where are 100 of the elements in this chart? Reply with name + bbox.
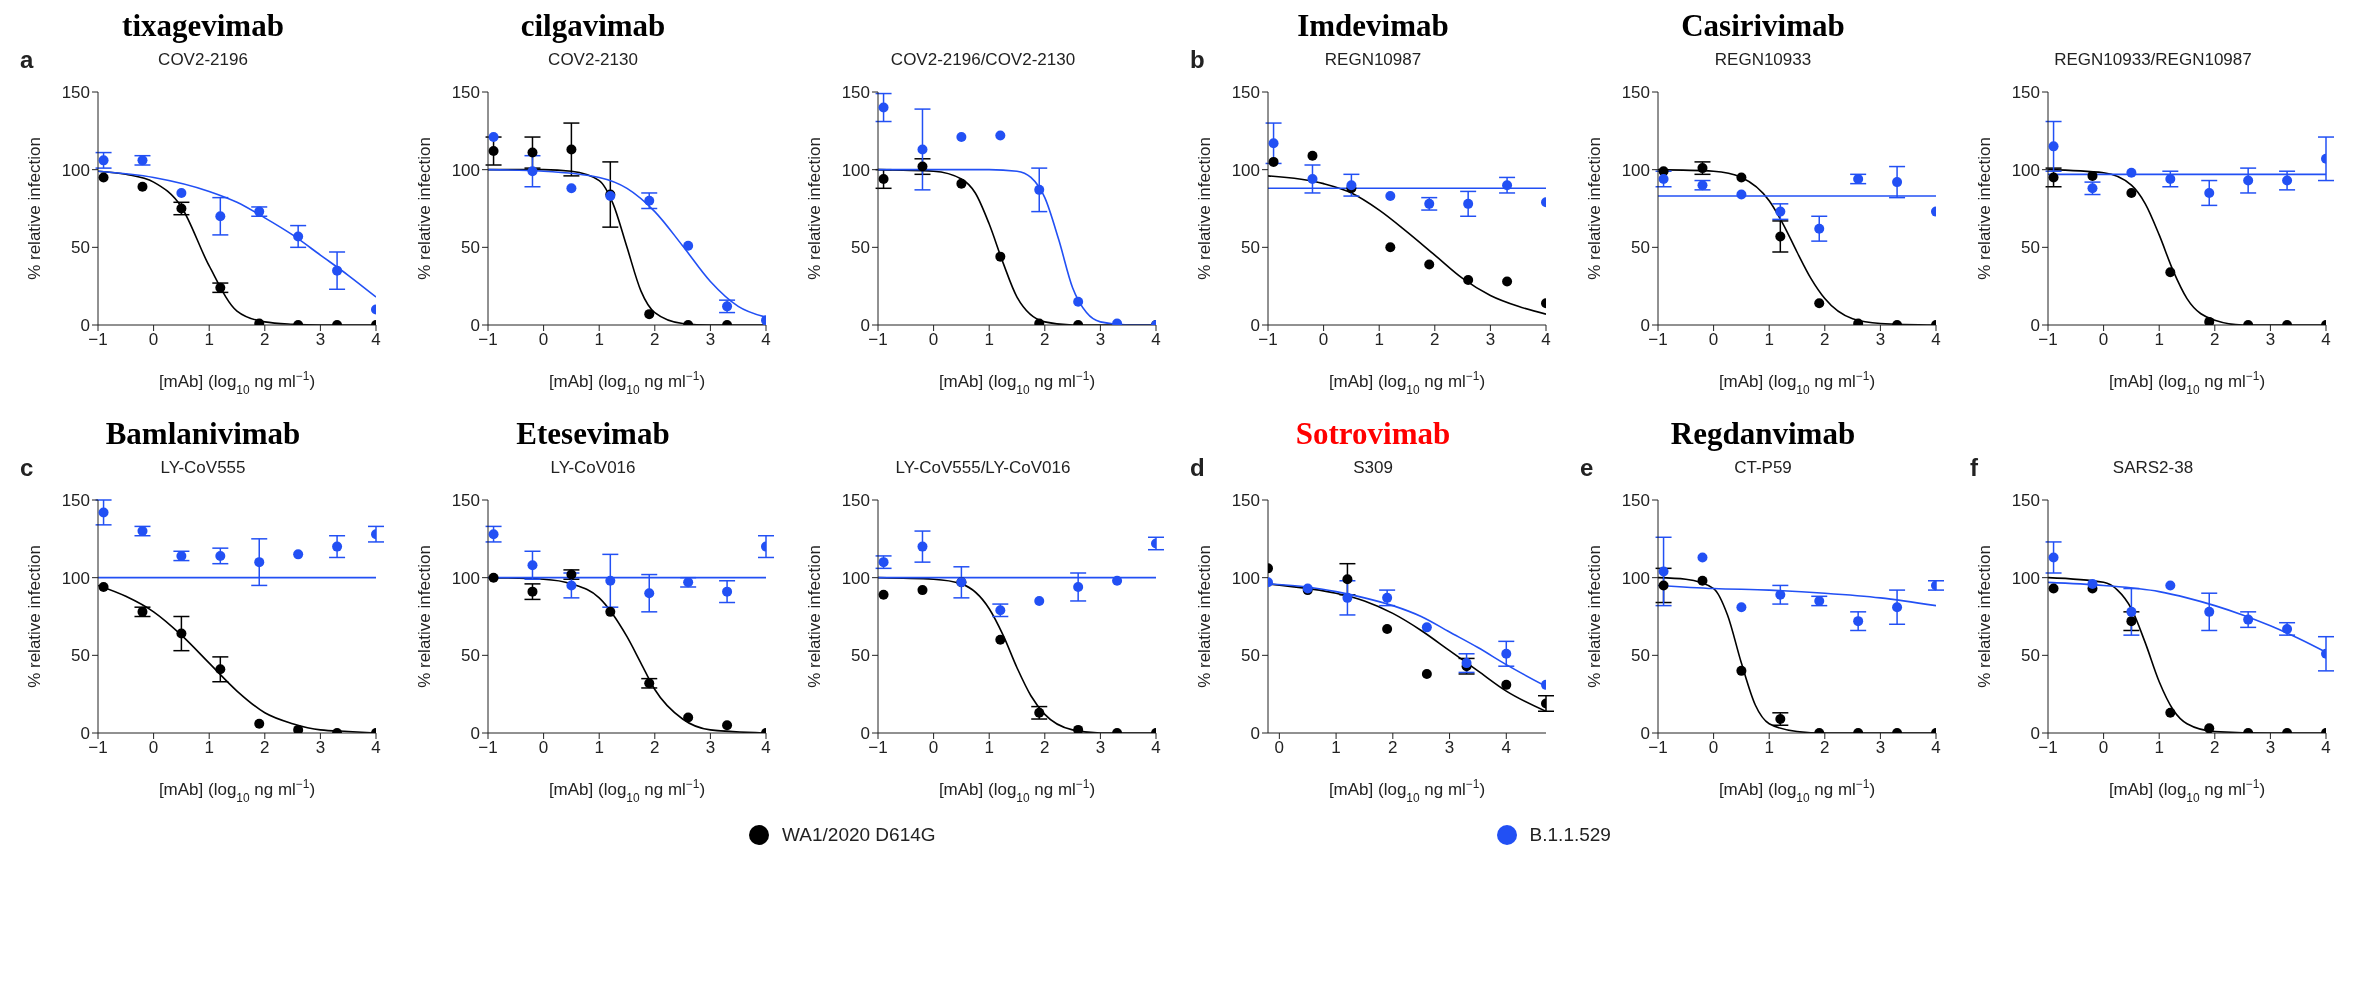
x-tick-label: 3 xyxy=(2265,330,2276,350)
y-tick-label: 150 xyxy=(451,491,480,511)
y-tick-label: 100 xyxy=(1231,568,1260,588)
y-tick-label: 50 xyxy=(2021,646,2040,666)
y-axis-title: % relative infection xyxy=(415,545,434,688)
y-tick-label: 50 xyxy=(461,646,480,666)
text: f xyxy=(1970,454,1978,482)
x-tick-label: 3 xyxy=(705,738,716,758)
x-tick-label: 2 xyxy=(260,738,270,758)
x-tick-label: 1 xyxy=(1331,738,1341,758)
legend-label: WA1/2020 D614G xyxy=(782,824,936,846)
y-tick-label: 100 xyxy=(451,568,480,588)
y-tick-label: 0 xyxy=(470,316,480,336)
y-tick-label: 0 xyxy=(1250,316,1260,336)
chart-title: Regdanvimab xyxy=(1670,416,1856,451)
x-tick-label: 4 xyxy=(1151,738,1161,758)
x-tick-label: 1 xyxy=(594,738,604,758)
y-tick-label: 50 xyxy=(1241,646,1260,666)
y-tick-label: 150 xyxy=(1231,83,1260,103)
x-tick-label: 4 xyxy=(2321,330,2331,350)
chart-subtitle: LY-CoV555 xyxy=(160,458,246,477)
chart-title: cilgavimab xyxy=(519,8,667,45)
chart-subtitle: COV2-2196/COV2-2130 xyxy=(890,50,1076,69)
x-tick-label: 4 xyxy=(1501,738,1512,758)
chart-subtitle: COV2-2130 xyxy=(548,50,638,69)
y-tick-label: 50 xyxy=(1631,646,1650,666)
x-tick-label: 0 xyxy=(928,738,939,758)
chart-title: Imdevimab xyxy=(1297,8,1449,43)
chart-subtitle: LY-CoV555/LY-CoV016 xyxy=(895,458,1071,477)
chart-subtitle: REGN10933 xyxy=(1714,50,1812,69)
x-tick-label: 1 xyxy=(2154,330,2164,350)
x-axis-title: [mAb] (log$_{10}$ ng ml$^{−1}$) xyxy=(1718,369,1876,397)
y-tick-label: 100 xyxy=(61,160,90,180)
x-tick-label: 4 xyxy=(371,330,381,350)
y-tick-label: 0 xyxy=(2030,316,2040,336)
y-axis-title: % relative infection xyxy=(415,137,434,280)
y-tick-label: 150 xyxy=(451,83,480,103)
y-axis-title: % relative infection xyxy=(25,545,44,688)
y-tick-label: 0 xyxy=(470,724,480,744)
y-tick-label: 0 xyxy=(80,316,90,336)
chart-title: Sotrovimab xyxy=(1295,416,1451,451)
y-tick-label: 100 xyxy=(2011,568,2040,588)
x-tick-label: 0 xyxy=(1318,330,1329,350)
chart-title: Casirivimab xyxy=(1680,8,1846,45)
x-tick-label: 2 xyxy=(1820,330,1830,350)
y-tick-label: 0 xyxy=(1250,724,1260,744)
chart-subtitle: S309 xyxy=(1353,458,1393,477)
y-tick-label: 150 xyxy=(61,491,90,511)
x-tick-label: 2 xyxy=(1388,738,1398,758)
x-tick-label: 3 xyxy=(1875,330,1886,350)
y-tick-label: 100 xyxy=(841,160,870,180)
x-tick-label: 2 xyxy=(1430,330,1440,350)
x-tick-label: 4 xyxy=(2321,738,2331,758)
y-tick-label: 0 xyxy=(860,316,870,336)
x-axis-title: [mAb] (log$_{10}$ ng ml$^{−1}$) xyxy=(1328,369,1486,397)
text: a xyxy=(20,46,34,74)
x-axis-title: [mAb] (log$_{10}$ ng ml$^{−1}$) xyxy=(1328,777,1486,805)
x-tick-label: 2 xyxy=(1040,738,1050,758)
x-tick-label: 0 xyxy=(538,738,549,758)
x-axis-title: [mAb] (log$_{10}$ ng ml$^{−1}$) xyxy=(938,777,1096,805)
x-tick-label: 4 xyxy=(371,738,381,758)
x-tick-label: 3 xyxy=(705,330,716,350)
y-axis-title: % relative infection xyxy=(25,137,44,280)
chart-title: Etesevimab xyxy=(515,416,671,453)
chart-subtitle: REGN10933/REGN10987 xyxy=(2054,50,2252,69)
y-tick-label: 150 xyxy=(2011,491,2040,511)
y-tick-label: 0 xyxy=(2030,724,2040,744)
y-tick-label: 50 xyxy=(2021,238,2040,258)
y-tick-label: 50 xyxy=(851,646,870,666)
x-tick-label: −1 xyxy=(88,330,108,350)
chart-title: Bamlanivimab xyxy=(105,416,301,451)
y-tick-label: 100 xyxy=(1621,160,1650,180)
x-tick-label: 3 xyxy=(1095,738,1106,758)
x-tick-label: −1 xyxy=(478,330,498,350)
x-tick-label: −1 xyxy=(868,738,888,758)
y-tick-label: 50 xyxy=(1631,238,1650,258)
y-tick-label: 150 xyxy=(1621,83,1650,103)
y-axis-title: % relative infection xyxy=(1195,545,1214,688)
x-tick-label: 1 xyxy=(1764,738,1774,758)
y-tick-label: 50 xyxy=(71,238,90,258)
x-tick-label: 2 xyxy=(2210,330,2220,350)
y-tick-label: 150 xyxy=(2011,83,2040,103)
x-tick-label: 2 xyxy=(260,330,270,350)
chart-subtitle: COV2-2196 xyxy=(158,50,248,69)
x-tick-label: 1 xyxy=(984,738,994,758)
y-axis-title: % relative infection xyxy=(1195,137,1214,280)
x-tick-label: 0 xyxy=(2098,738,2109,758)
x-tick-label: 0 xyxy=(928,330,939,350)
x-tick-label: 0 xyxy=(2098,330,2109,350)
x-tick-label: −1 xyxy=(2038,330,2058,350)
x-tick-label: 4 xyxy=(1931,330,1941,350)
y-tick-label: 50 xyxy=(1241,238,1260,258)
y-axis-title: % relative infection xyxy=(1585,545,1604,688)
x-axis-title: [mAb] (log$_{10}$ ng ml$^{−1}$) xyxy=(548,777,706,805)
x-tick-label: 4 xyxy=(1541,330,1551,350)
x-axis-title: [mAb] (log$_{10}$ ng ml$^{−1}$) xyxy=(158,369,316,397)
y-tick-label: 150 xyxy=(1231,491,1260,511)
x-axis-title: [mAb] (log$_{10}$ ng ml$^{−1}$) xyxy=(2108,369,2266,397)
text: d xyxy=(1190,454,1205,482)
x-tick-label: 2 xyxy=(650,330,660,350)
